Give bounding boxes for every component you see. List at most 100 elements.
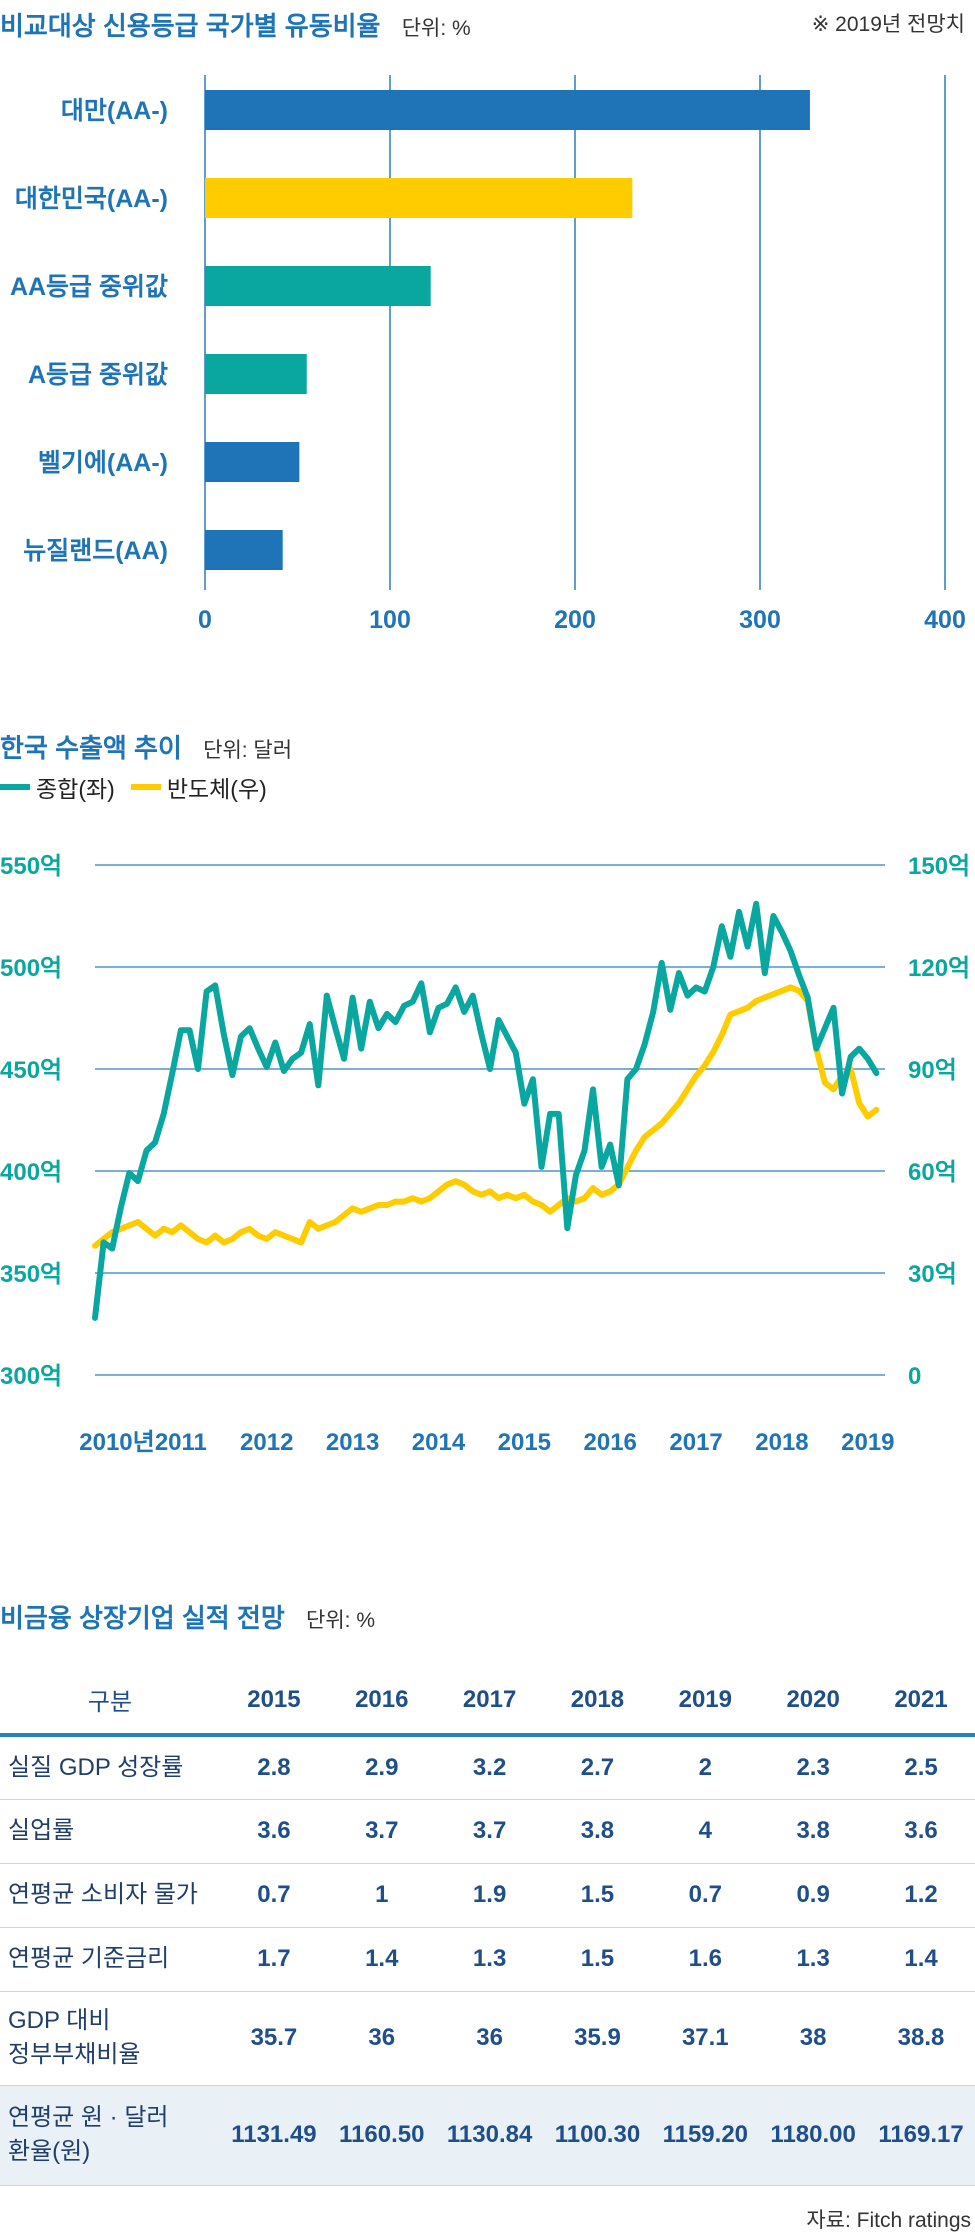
source-note: 자료: Fitch ratings — [806, 2209, 971, 2232]
bar-chart-note: ※ 2019년 전망치 — [811, 13, 965, 36]
bar-x-tick-label: 0 — [198, 606, 212, 634]
x-tick-label: 2010년 — [79, 1429, 154, 1456]
table-row-label-line: 환율(원) — [8, 2138, 91, 2165]
table-cell: 35.7 — [220, 1991, 328, 2086]
left-y-tick-label: 400억 — [0, 1159, 62, 1186]
x-tick-label: 2018 — [755, 1429, 808, 1456]
table-cell: 0.7 — [651, 1863, 760, 1928]
table-row: 실질 GDP 성장률 2.8 2.9 3.2 2.7 2 2.3 2.5 — [0, 1735, 975, 1800]
table-row-label-line: 실질 GDP 성장률 — [8, 1753, 184, 1781]
table-cell: 0.9 — [759, 1863, 868, 1928]
bar-category-label: A등급 중위값 — [28, 361, 168, 389]
table-row: 연평균 원 · 달러 환율(원) 1131.49 1160.50 1130.84 1100… — [0, 2085, 975, 2186]
bar — [205, 90, 810, 130]
bar-category-label: 벨기에(AA-) — [38, 449, 168, 477]
table-cell: 1100.30 — [543, 2085, 652, 2186]
table-cell: 1160.50 — [327, 2085, 436, 2186]
left-y-tick-label: 450억 — [0, 1057, 62, 1084]
table-cell: 2.9 — [327, 1735, 436, 1800]
table-cell: 3.8 — [543, 1799, 652, 1864]
table-row: 연평균 소비자 물가 0.7 1 1.9 1.5 0.7 0.9 1.2 — [0, 1863, 975, 1928]
left-y-tick-label: 300억 — [0, 1363, 62, 1390]
table-header-row: 구분 2015 2016 2017 2018 2019 2020 2021 — [0, 1666, 975, 1737]
table-row-label: 연평균 소비자 물가 — [0, 1863, 220, 1928]
bar-chart-title-text: 비교대상 신용등급 국가별 유동비율 — [0, 11, 381, 41]
bar-x-tick-label: 400 — [924, 606, 966, 634]
legend-swatch-semiconductor — [130, 784, 161, 790]
table-cell: 1.4 — [867, 1927, 975, 1992]
right-y-tick-label: 30억 — [908, 1261, 957, 1288]
legend-swatch-total — [0, 784, 30, 790]
left-y-tick-label: 550억 — [0, 853, 62, 880]
line-chart-unit: 단위: 달러 — [203, 739, 293, 762]
bar-chart-unit: 단위: % — [401, 17, 471, 40]
series-line-semiconductor — [92, 984, 880, 1249]
table-cell: 38 — [759, 1991, 868, 2086]
table-row-label-line: 연평균 원 · 달러 — [8, 2104, 169, 2131]
table-cell: 1180.00 — [759, 2085, 868, 2186]
table-cell: 35.9 — [543, 1991, 652, 2086]
x-tick-label: 2013 — [326, 1429, 379, 1456]
table-cell: 36 — [327, 1991, 436, 2086]
table-header-year: 2016 — [327, 1666, 436, 1737]
table-row-label: 실질 GDP 성장률 — [0, 1735, 220, 1800]
left-y-tick-label: 350억 — [0, 1261, 62, 1288]
line-chart-title-text: 한국 수출액 추이 — [0, 733, 182, 763]
table-cell: 3.2 — [435, 1735, 544, 1800]
right-y-tick-label: 0 — [908, 1363, 921, 1390]
line-chart: 300억 0 350억 30억 400억 60억 450억 90억 500억 120억 550억 15… — [0, 853, 970, 1456]
table-row-label-line: 정부부채비율 — [8, 2041, 141, 2068]
bar — [205, 266, 431, 306]
right-y-tick-label: 150억 — [908, 853, 970, 880]
x-tick-label: 2014 — [412, 1429, 466, 1456]
table-row-label-line: 연평균 소비자 물가 — [8, 1881, 198, 1908]
bar-category-label: 대한민국(AA-) — [15, 185, 168, 213]
left-y-tick-label: 500억 — [0, 955, 62, 982]
bar — [205, 178, 633, 218]
table-cell: 3.7 — [435, 1799, 544, 1864]
bar-chart: 0 100 200 300 400 대만(AA-) 대한민국(AA-) AA등급 중위값 A등급… — [10, 75, 966, 634]
bar-chart-title: 비교대상 신용등급 국가별 유동비율 단위: % — [0, 6, 471, 43]
bar-category-label: 대만(AA-) — [61, 97, 168, 125]
table-unit: 단위: % — [306, 1609, 376, 1632]
bar — [205, 354, 307, 394]
table-header-year: 2015 — [220, 1666, 328, 1737]
right-y-tick-label: 120억 — [908, 955, 970, 982]
forecast-table-wrap: 구분 2015 2016 2017 2018 2019 2020 2021 실질 GDP 성장… — [0, 1666, 975, 2186]
table-cell: 4 — [651, 1799, 760, 1864]
table-cell: 1.3 — [759, 1927, 868, 1992]
table-header-category: 구분 — [0, 1666, 220, 1737]
bar-x-tick-label: 100 — [369, 606, 411, 634]
x-tick-label: 2015 — [498, 1429, 551, 1456]
table-title: 비금융 상장기업 실적 전망 단위: % — [0, 1598, 375, 1635]
table-cell: 1.3 — [435, 1927, 544, 1992]
x-tick-label: 2011 — [155, 1429, 207, 1456]
table-cell: 1.2 — [867, 1863, 975, 1928]
table-cell: 0.7 — [220, 1863, 328, 1928]
table-row-label-line: GDP 대비 — [8, 2007, 111, 2034]
table-cell: 1.4 — [327, 1927, 436, 1992]
table-row-label-line: 연평균 기준금리 — [8, 1945, 170, 1972]
bar — [205, 530, 283, 570]
table-row-label-line: 실업률 — [8, 1817, 75, 1844]
table-cell: 1.7 — [220, 1927, 328, 1992]
bar-category-label: 뉴질랜드(AA) — [23, 537, 168, 565]
table-header-year: 2017 — [435, 1666, 544, 1737]
series-line-total — [92, 900, 880, 1321]
table-cell: 1.9 — [435, 1863, 544, 1928]
bar-x-tick-label: 300 — [739, 606, 781, 634]
bar-category-label: AA등급 중위값 — [10, 273, 168, 301]
legend-label-semiconductor: 반도체(우) — [166, 776, 267, 802]
table-cell: 2.7 — [543, 1735, 652, 1800]
table-row: GDP 대비 정부부채비율 35.7 36 36 35.9 37.1 38 38.8 — [0, 1991, 975, 2086]
table-title-text: 비금융 상장기업 실적 전망 — [0, 1603, 285, 1633]
table-cell: 2.3 — [759, 1735, 868, 1800]
table-header-year: 2021 — [867, 1666, 975, 1737]
table-header-year: 2020 — [759, 1666, 868, 1737]
x-tick-label: 2019 — [841, 1429, 894, 1456]
table-cell: 38.8 — [867, 1991, 975, 2086]
table-cell: 3.6 — [867, 1799, 975, 1864]
table-cell: 2 — [651, 1735, 760, 1800]
